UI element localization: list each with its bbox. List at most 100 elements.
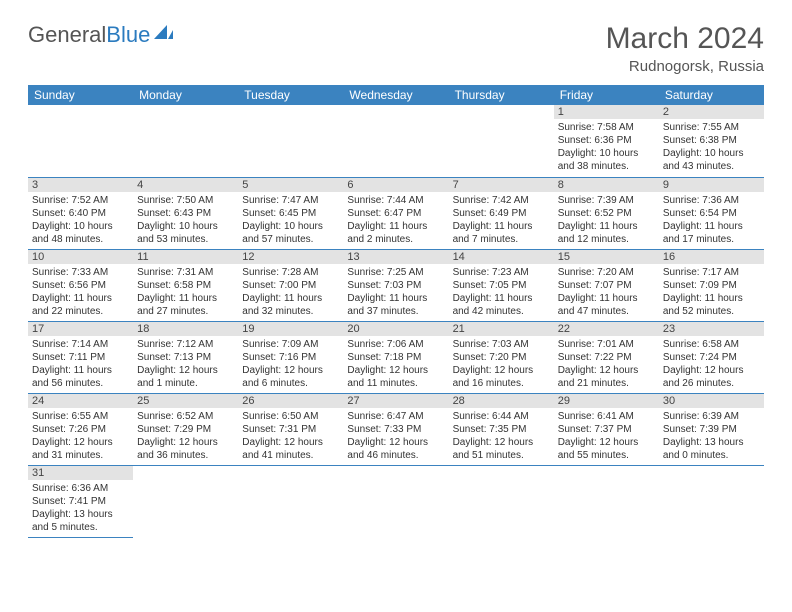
day-body: Sunrise: 6:44 AMSunset: 7:35 PMDaylight:… [449,408,554,465]
day-body: Sunrise: 6:52 AMSunset: 7:29 PMDaylight:… [133,408,238,465]
sunrise-line: Sunrise: 7:01 AM [558,338,655,351]
calendar-cell: 7Sunrise: 7:42 AMSunset: 6:49 PMDaylight… [449,177,554,249]
daylight-line: Daylight: 12 hours and 26 minutes. [663,364,760,390]
calendar-cell: 14Sunrise: 7:23 AMSunset: 7:05 PMDayligh… [449,249,554,321]
sunset-line: Sunset: 6:58 PM [137,279,234,292]
daylight-line: Daylight: 12 hours and 1 minute. [137,364,234,390]
daylight-line: Daylight: 11 hours and 52 minutes. [663,292,760,318]
sunrise-line: Sunrise: 7:14 AM [32,338,129,351]
weekday-header: Friday [554,85,659,105]
sunset-line: Sunset: 6:54 PM [663,207,760,220]
sunset-line: Sunset: 6:36 PM [558,134,655,147]
sunrise-line: Sunrise: 7:36 AM [663,194,760,207]
daylight-line: Daylight: 11 hours and 22 minutes. [32,292,129,318]
daylight-line: Daylight: 13 hours and 5 minutes. [32,508,129,534]
sunrise-line: Sunrise: 6:50 AM [242,410,339,423]
day-number: 18 [133,322,238,336]
sunrise-line: Sunrise: 7:50 AM [137,194,234,207]
sunset-line: Sunset: 7:35 PM [453,423,550,436]
sunrise-line: Sunrise: 6:52 AM [137,410,234,423]
sunset-line: Sunset: 7:31 PM [242,423,339,436]
sunrise-line: Sunrise: 6:44 AM [453,410,550,423]
daylight-line: Daylight: 10 hours and 43 minutes. [663,147,760,173]
calendar-cell: 2Sunrise: 7:55 AMSunset: 6:38 PMDaylight… [659,105,764,177]
day-body: Sunrise: 7:58 AMSunset: 6:36 PMDaylight:… [554,119,659,176]
day-body: Sunrise: 6:41 AMSunset: 7:37 PMDaylight:… [554,408,659,465]
day-number: 26 [238,394,343,408]
sunset-line: Sunset: 7:39 PM [663,423,760,436]
daylight-line: Daylight: 11 hours and 47 minutes. [558,292,655,318]
sunset-line: Sunset: 7:29 PM [137,423,234,436]
daylight-line: Daylight: 12 hours and 41 minutes. [242,436,339,462]
calendar-cell: 25Sunrise: 6:52 AMSunset: 7:29 PMDayligh… [133,393,238,465]
daylight-line: Daylight: 11 hours and 37 minutes. [347,292,444,318]
calendar-cell: 16Sunrise: 7:17 AMSunset: 7:09 PMDayligh… [659,249,764,321]
calendar-cell: 23Sunrise: 6:58 AMSunset: 7:24 PMDayligh… [659,321,764,393]
calendar-cell: 28Sunrise: 6:44 AMSunset: 7:35 PMDayligh… [449,393,554,465]
calendar-cell-empty [238,465,343,537]
sunrise-line: Sunrise: 7:06 AM [347,338,444,351]
calendar-row: 31Sunrise: 6:36 AMSunset: 7:41 PMDayligh… [28,465,764,537]
day-number: 7 [449,178,554,192]
sunrise-line: Sunrise: 7:33 AM [32,266,129,279]
daylight-line: Daylight: 13 hours and 0 minutes. [663,436,760,462]
day-body: Sunrise: 7:50 AMSunset: 6:43 PMDaylight:… [133,192,238,249]
day-number: 31 [28,466,133,480]
day-number: 3 [28,178,133,192]
sunset-line: Sunset: 7:22 PM [558,351,655,364]
sunset-line: Sunset: 6:40 PM [32,207,129,220]
sunset-line: Sunset: 7:03 PM [347,279,444,292]
calendar-cell: 19Sunrise: 7:09 AMSunset: 7:16 PMDayligh… [238,321,343,393]
day-body: Sunrise: 7:52 AMSunset: 6:40 PMDaylight:… [28,192,133,249]
day-number: 10 [28,250,133,264]
sunrise-line: Sunrise: 7:39 AM [558,194,655,207]
calendar-cell-empty [554,465,659,537]
daylight-line: Daylight: 11 hours and 32 minutes. [242,292,339,318]
calendar-cell: 24 Sunrise: 6:55 AMSunset: 7:26 PMDayligh… [28,393,133,465]
sunset-line: Sunset: 7:24 PM [663,351,760,364]
calendar-cell: 15Sunrise: 7:20 AMSunset: 7:07 PMDayligh… [554,249,659,321]
calendar-cell: 21Sunrise: 7:03 AMSunset: 7:20 PMDayligh… [449,321,554,393]
sunset-line: Sunset: 7:26 PM [32,423,129,436]
day-number: 11 [133,250,238,264]
sunrise-line: Sunrise: 7:23 AM [453,266,550,279]
sunset-line: Sunset: 6:49 PM [453,207,550,220]
day-body: Sunrise: 7:28 AMSunset: 7:00 PMDaylight:… [238,264,343,321]
weekday-header: Sunday [28,85,133,105]
day-body: Sunrise: 7:03 AMSunset: 7:20 PMDaylight:… [449,336,554,393]
sunset-line: Sunset: 7:33 PM [347,423,444,436]
sunset-line: Sunset: 7:13 PM [137,351,234,364]
sunset-line: Sunset: 7:41 PM [32,495,129,508]
calendar-row: 17Sunrise: 7:14 AMSunset: 7:11 PMDayligh… [28,321,764,393]
day-number: 27 [343,394,448,408]
sunset-line: Sunset: 6:45 PM [242,207,339,220]
day-number: 28 [449,394,554,408]
calendar-row: 24Sunrise: 6:55 AMSunset: 7:26 PMDayligh… [28,393,764,465]
day-number: 12 [238,250,343,264]
calendar-cell: 4Sunrise: 7:50 AMSunset: 6:43 PMDaylight… [133,177,238,249]
calendar-cell-empty [28,105,133,177]
sunset-line: Sunset: 7:09 PM [663,279,760,292]
calendar-table: SundayMondayTuesdayWednesdayThursdayFrid… [28,85,764,538]
day-body: Sunrise: 7:44 AMSunset: 6:47 PMDaylight:… [343,192,448,249]
sunrise-line: Sunrise: 7:44 AM [347,194,444,207]
weekday-header: Wednesday [343,85,448,105]
sunrise-line: Sunrise: 7:58 AM [558,121,655,134]
daylight-line: Daylight: 12 hours and 21 minutes. [558,364,655,390]
calendar-cell-empty [238,105,343,177]
sunrise-line: Sunrise: 6:55 AM [32,410,129,423]
sunrise-line: Sunrise: 7:31 AM [137,266,234,279]
sunrise-line: Sunrise: 6:39 AM [663,410,760,423]
page-header: GeneralBlue March 2024 Rudnogorsk, Russi… [28,22,764,75]
day-body: Sunrise: 7:47 AMSunset: 6:45 PMDaylight:… [238,192,343,249]
weekday-header-row: SundayMondayTuesdayWednesdayThursdayFrid… [28,85,764,105]
day-number: 24 [28,394,133,408]
calendar-cell-empty [133,465,238,537]
weekday-header: Tuesday [238,85,343,105]
day-number: 30 [659,394,764,408]
day-number: 9 [659,178,764,192]
logo-text-2: Blue [106,22,150,48]
daylight-line: Daylight: 11 hours and 2 minutes. [347,220,444,246]
daylight-line: Daylight: 12 hours and 31 minutes. [32,436,129,462]
calendar-row: 10Sunrise: 7:33 AMSunset: 6:56 PMDayligh… [28,249,764,321]
